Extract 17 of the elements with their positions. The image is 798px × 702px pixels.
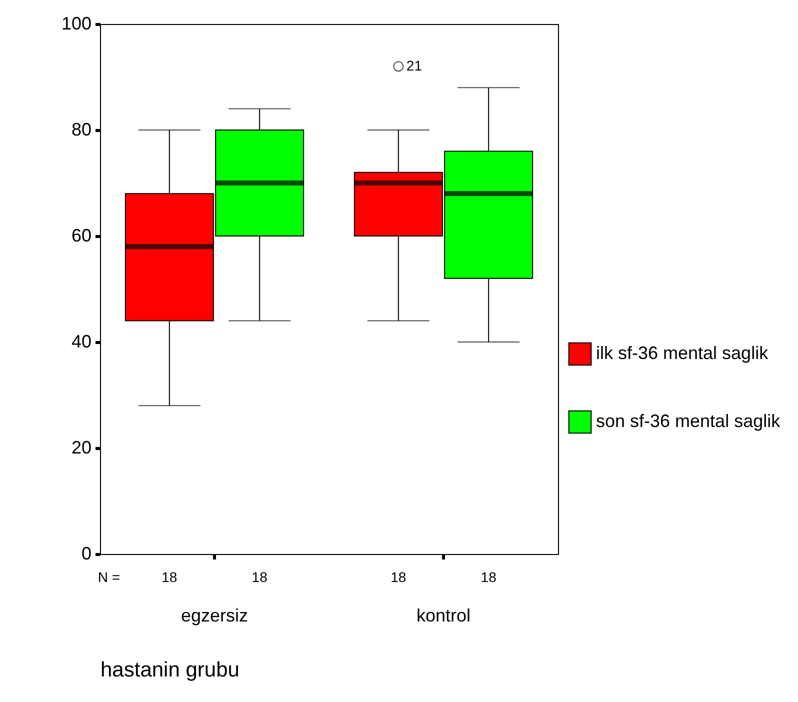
- text: 18: [252, 569, 268, 585]
- x-tick-label: egzersiz: [180, 606, 248, 626]
- y-tick-label: 60: [71, 226, 92, 246]
- y-tick-label: 100: [61, 14, 92, 34]
- x-axis-title: hastanin grubu: [100, 658, 240, 682]
- y-tick-label: 20: [71, 438, 92, 458]
- legend-label: ilk sf-36 mental saglik: [596, 343, 770, 363]
- text: N =: [98, 569, 120, 585]
- text: 18: [390, 569, 406, 585]
- text: 18: [480, 569, 497, 585]
- annotation: 21: [406, 57, 422, 74]
- y-tick-label: 0: [81, 544, 92, 564]
- y-tick-label: 80: [71, 120, 92, 140]
- x-tick-label: kontrol: [416, 606, 471, 626]
- legend-label: son sf-36 mental saglik: [596, 411, 782, 431]
- text: 18: [162, 569, 178, 585]
- y-tick-label: 40: [71, 332, 92, 352]
